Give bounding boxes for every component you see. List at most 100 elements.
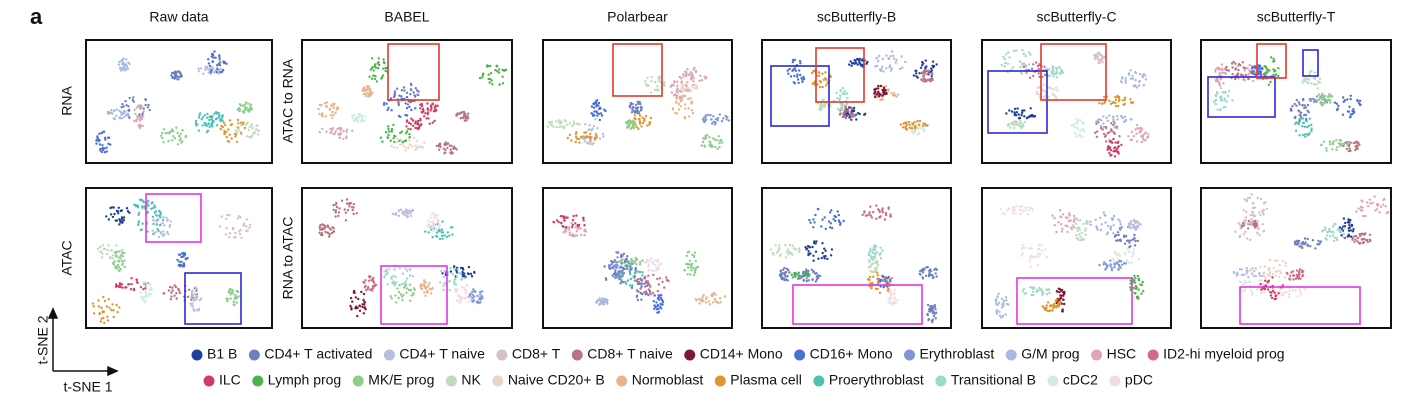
point (650, 257, 653, 260)
point (390, 297, 393, 300)
point (880, 98, 883, 101)
point (702, 118, 705, 122)
point (121, 262, 125, 265)
point (713, 123, 717, 126)
point (597, 101, 601, 105)
point (433, 119, 436, 123)
point (874, 65, 877, 68)
point (693, 251, 697, 254)
point (1028, 206, 1032, 209)
point (892, 57, 896, 60)
point (1356, 147, 1359, 151)
point (1233, 271, 1236, 275)
point (1352, 228, 1355, 231)
point (585, 131, 588, 134)
point (1365, 239, 1368, 242)
point (1041, 305, 1044, 308)
point (1035, 92, 1039, 96)
point (630, 257, 633, 261)
point (168, 285, 172, 289)
point (568, 133, 572, 137)
point (234, 231, 237, 235)
point (106, 319, 110, 322)
point (1350, 223, 1354, 227)
point (649, 293, 652, 296)
point (678, 75, 681, 79)
point (626, 260, 629, 263)
point (1328, 143, 1332, 146)
point (1217, 80, 1221, 84)
point (926, 73, 929, 76)
point (215, 71, 218, 74)
point (798, 277, 802, 280)
point (1335, 108, 1339, 112)
point (188, 288, 191, 291)
point (331, 104, 335, 107)
point (844, 109, 847, 112)
point (379, 136, 383, 139)
point (1023, 63, 1027, 67)
point (1115, 239, 1118, 242)
point (434, 228, 438, 231)
point (1074, 131, 1077, 135)
point (455, 114, 458, 117)
point (661, 280, 664, 284)
point (641, 121, 645, 125)
point (1043, 89, 1046, 93)
point (1028, 247, 1031, 250)
point (112, 206, 115, 209)
point (689, 266, 692, 269)
point (847, 107, 850, 111)
point (383, 270, 386, 273)
point (1316, 87, 1320, 90)
point (225, 217, 228, 221)
point (807, 253, 810, 257)
point (692, 68, 695, 71)
point (648, 123, 651, 126)
point (325, 101, 329, 104)
point (640, 298, 643, 301)
point (449, 148, 452, 151)
point (1277, 74, 1280, 78)
point (679, 100, 682, 103)
point (137, 104, 140, 107)
point (206, 67, 210, 71)
point (1277, 67, 1280, 70)
point (577, 137, 581, 141)
point (324, 115, 327, 118)
point (178, 139, 181, 142)
point (1059, 296, 1063, 299)
point (101, 146, 105, 150)
point (1284, 261, 1288, 265)
point (791, 58, 795, 62)
point (663, 84, 666, 87)
point (345, 198, 349, 201)
point (705, 297, 708, 300)
point (1081, 128, 1085, 131)
point (635, 289, 639, 292)
point (996, 295, 999, 298)
point (869, 254, 872, 257)
point (417, 90, 420, 93)
point (1100, 223, 1104, 226)
point (876, 251, 879, 254)
point (1123, 242, 1127, 245)
point (1270, 56, 1273, 59)
point (411, 119, 415, 122)
point (716, 116, 720, 120)
point (914, 125, 917, 128)
point (1011, 208, 1015, 211)
point (1044, 248, 1047, 251)
point (558, 125, 561, 129)
point (1304, 135, 1307, 138)
point (368, 288, 372, 291)
point (693, 269, 697, 272)
point (1055, 230, 1058, 234)
point (1306, 81, 1309, 84)
point (1263, 74, 1267, 77)
point (915, 75, 918, 78)
point (1118, 226, 1122, 229)
point (248, 226, 251, 229)
point (1020, 72, 1023, 75)
point (1251, 291, 1254, 295)
